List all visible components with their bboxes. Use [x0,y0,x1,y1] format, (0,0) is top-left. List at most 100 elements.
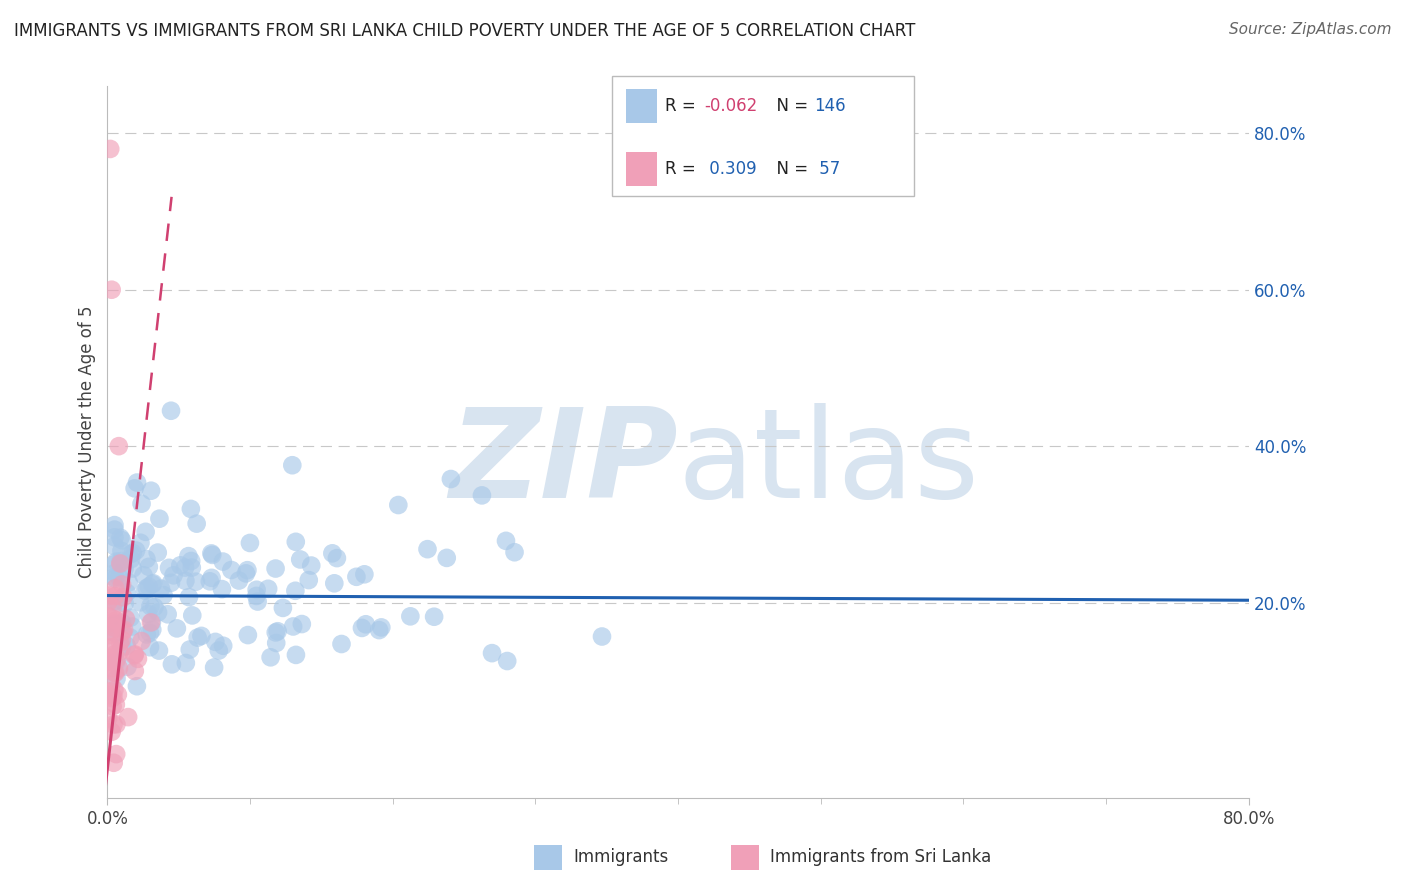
Point [323,576,346,591]
Point [290,552,312,566]
Point [368,623,391,637]
Text: R =: R = [665,160,702,178]
Point [127,652,149,666]
Point [97,628,120,642]
Point [131,497,153,511]
Point [284,534,307,549]
Point [103,570,125,584]
Point [120,552,142,566]
Text: IMMIGRANTS VS IMMIGRANTS FROM SRI LANKA CHILD POVERTY UNDER THE AGE OF 5 CORRELA: IMMIGRANTS VS IMMIGRANTS FROM SRI LANKA … [14,22,915,40]
Point [138,580,160,594]
Point [115,639,138,653]
Point [160,575,183,590]
Point [103,717,125,731]
Point [101,699,124,714]
Text: Immigrants from Sri Lanka: Immigrants from Sri Lanka [770,848,991,866]
Point [108,661,131,675]
Point [436,550,458,565]
Point [103,617,125,632]
Point [107,688,129,702]
Point [100,283,122,297]
Point [100,724,122,739]
Point [98,589,121,603]
Point [264,636,287,650]
Point [326,551,349,566]
Point [103,530,125,544]
Point [103,665,125,680]
Point [118,575,141,590]
Point [115,612,138,626]
Point [104,614,127,628]
Point [174,656,197,670]
Point [180,554,202,568]
Point [103,620,125,634]
Point [330,637,353,651]
Point [103,756,125,770]
Point [103,518,125,533]
Point [180,502,202,516]
Point [105,651,128,665]
Point [235,566,257,581]
Point [120,547,142,561]
Point [202,660,225,674]
Point [353,567,375,582]
Point [271,601,294,615]
Point [103,621,125,635]
Point [354,617,377,632]
Point [121,619,143,633]
Point [135,552,157,566]
Point [200,571,222,585]
Point [350,621,373,635]
Point [100,654,122,668]
Point [97,595,120,609]
Point [141,615,163,629]
Point [104,566,127,580]
Point [481,646,503,660]
Point [114,562,136,576]
Text: Source: ZipAtlas.com: Source: ZipAtlas.com [1229,22,1392,37]
Point [149,582,172,596]
Point [142,576,165,591]
Point [121,561,143,575]
Point [180,560,202,574]
Point [162,568,184,582]
Point [181,608,204,623]
Point [503,545,526,559]
Point [245,589,267,603]
Point [103,690,125,704]
Point [495,533,517,548]
Point [139,483,162,498]
Point [284,583,307,598]
Point [228,574,250,588]
Point [103,682,125,697]
Point [440,472,463,486]
Point [104,572,127,586]
Point [132,568,155,582]
Point [146,545,169,559]
Point [236,563,259,577]
Point [103,523,125,537]
Point [125,679,148,693]
Point [174,560,197,574]
Point [105,747,128,761]
Point [221,563,243,577]
Point [257,582,280,596]
Point [138,559,160,574]
Point [112,623,135,637]
Point [471,488,494,502]
Point [387,498,409,512]
Point [101,661,124,675]
Point [284,648,307,662]
Point [198,574,221,589]
Point [204,635,226,649]
Point [100,640,122,654]
Point [143,600,166,615]
Point [105,672,128,686]
Point [179,642,201,657]
Point [591,630,613,644]
Text: 57: 57 [814,160,841,178]
Point [187,631,209,645]
Point [117,710,139,724]
Point [166,621,188,635]
Point [399,609,422,624]
